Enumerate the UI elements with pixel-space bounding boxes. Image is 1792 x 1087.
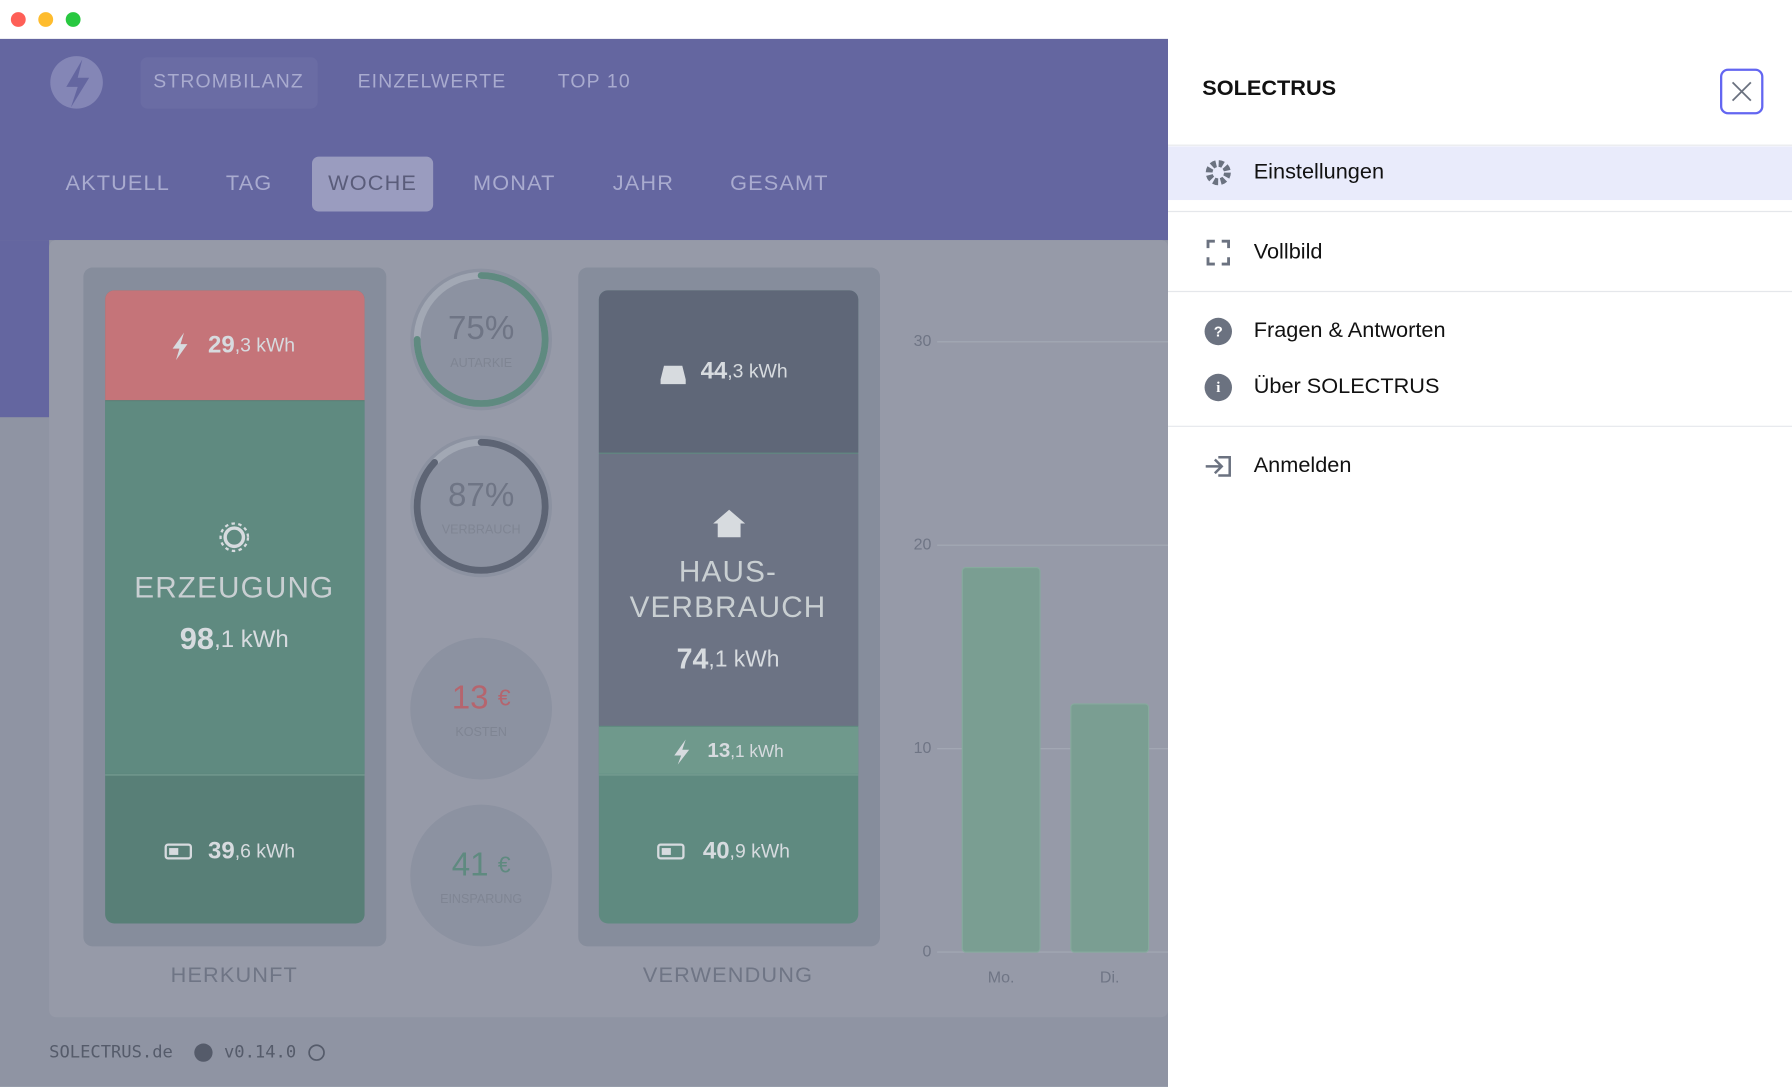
gauge-bg bbox=[410, 435, 552, 578]
tab[interactable]: MONAT bbox=[473, 170, 555, 195]
battery-value: 39,6 kWh bbox=[208, 838, 295, 865]
nav-item[interactable]: TOP 10 bbox=[558, 70, 631, 92]
car-value: 44,3 kWh bbox=[701, 358, 788, 385]
drawer-title: SOLECTRUS bbox=[1202, 75, 1336, 100]
nav-item[interactable]: EINZELWERTE bbox=[358, 70, 507, 92]
footer-site[interactable]: SOLECTRUS.de bbox=[49, 1043, 173, 1063]
einsparung-caption: EINSPARUNG bbox=[440, 892, 522, 906]
gauge-label: 75% bbox=[448, 310, 514, 347]
tab[interactable]: AKTUELL bbox=[65, 170, 169, 195]
y-tick-label: 10 bbox=[914, 740, 932, 757]
einsparung-value: 41 € bbox=[452, 846, 511, 883]
drawer bbox=[1168, 38, 1792, 1087]
gauge-label: 87% bbox=[448, 477, 514, 514]
grid-value: 29,3 kWh bbox=[208, 332, 295, 359]
bar bbox=[1070, 703, 1150, 953]
menu-item[interactable]: Über SOLECTRUS bbox=[1254, 373, 1440, 398]
erzeugung-title: ERZEUGUNG bbox=[134, 572, 334, 605]
footer-version: v0.14.0 bbox=[224, 1043, 296, 1063]
gauge-arc bbox=[413, 438, 549, 574]
y-tick-label: 30 bbox=[914, 333, 932, 350]
erzeugung-value: 98,1 kWh bbox=[180, 621, 289, 656]
nav-item[interactable]: STROMBILANZ bbox=[153, 70, 304, 92]
kosten-value: 13 € bbox=[452, 679, 511, 716]
tab[interactable]: WOCHE bbox=[328, 170, 417, 195]
bar bbox=[961, 567, 1041, 953]
y-tick-label: 20 bbox=[914, 536, 932, 553]
x-tick-label: Mo. bbox=[988, 970, 1015, 987]
menu-item[interactable]: Anmelden bbox=[1254, 452, 1352, 477]
svg-text:?: ? bbox=[1214, 325, 1223, 341]
menu-item[interactable]: Fragen & Antworten bbox=[1254, 317, 1446, 342]
svg-text:i: i bbox=[1216, 380, 1220, 396]
tab[interactable]: GESAMT bbox=[730, 170, 829, 195]
gauge-caption: AUTARKIE bbox=[450, 356, 512, 370]
haus-title: HAUS- bbox=[679, 556, 777, 589]
haus-value: 74,1 kWh bbox=[677, 643, 780, 675]
tab[interactable]: JAHR bbox=[613, 170, 674, 195]
kosten-caption: KOSTEN bbox=[455, 725, 507, 739]
grid-feed-value: 13,1 kWh bbox=[707, 740, 783, 763]
verwendung-label: VERWENDUNG bbox=[643, 962, 813, 987]
x-tick-label: Di. bbox=[1100, 970, 1120, 987]
gauge-caption: VERBRAUCH bbox=[442, 523, 521, 537]
menu-item[interactable]: Einstellungen bbox=[1254, 158, 1384, 183]
gauge-bg bbox=[410, 268, 552, 411]
tab[interactable]: TAG bbox=[226, 170, 272, 195]
menu-item[interactable]: Vollbild bbox=[1254, 238, 1323, 263]
haus-title: VERBRAUCH bbox=[630, 591, 827, 624]
battery-value: 40,9 kWh bbox=[703, 838, 790, 865]
y-tick-label: 0 bbox=[923, 943, 932, 960]
herkunft-label: HERKUNFT bbox=[171, 962, 298, 987]
gauge-arc bbox=[413, 272, 549, 407]
